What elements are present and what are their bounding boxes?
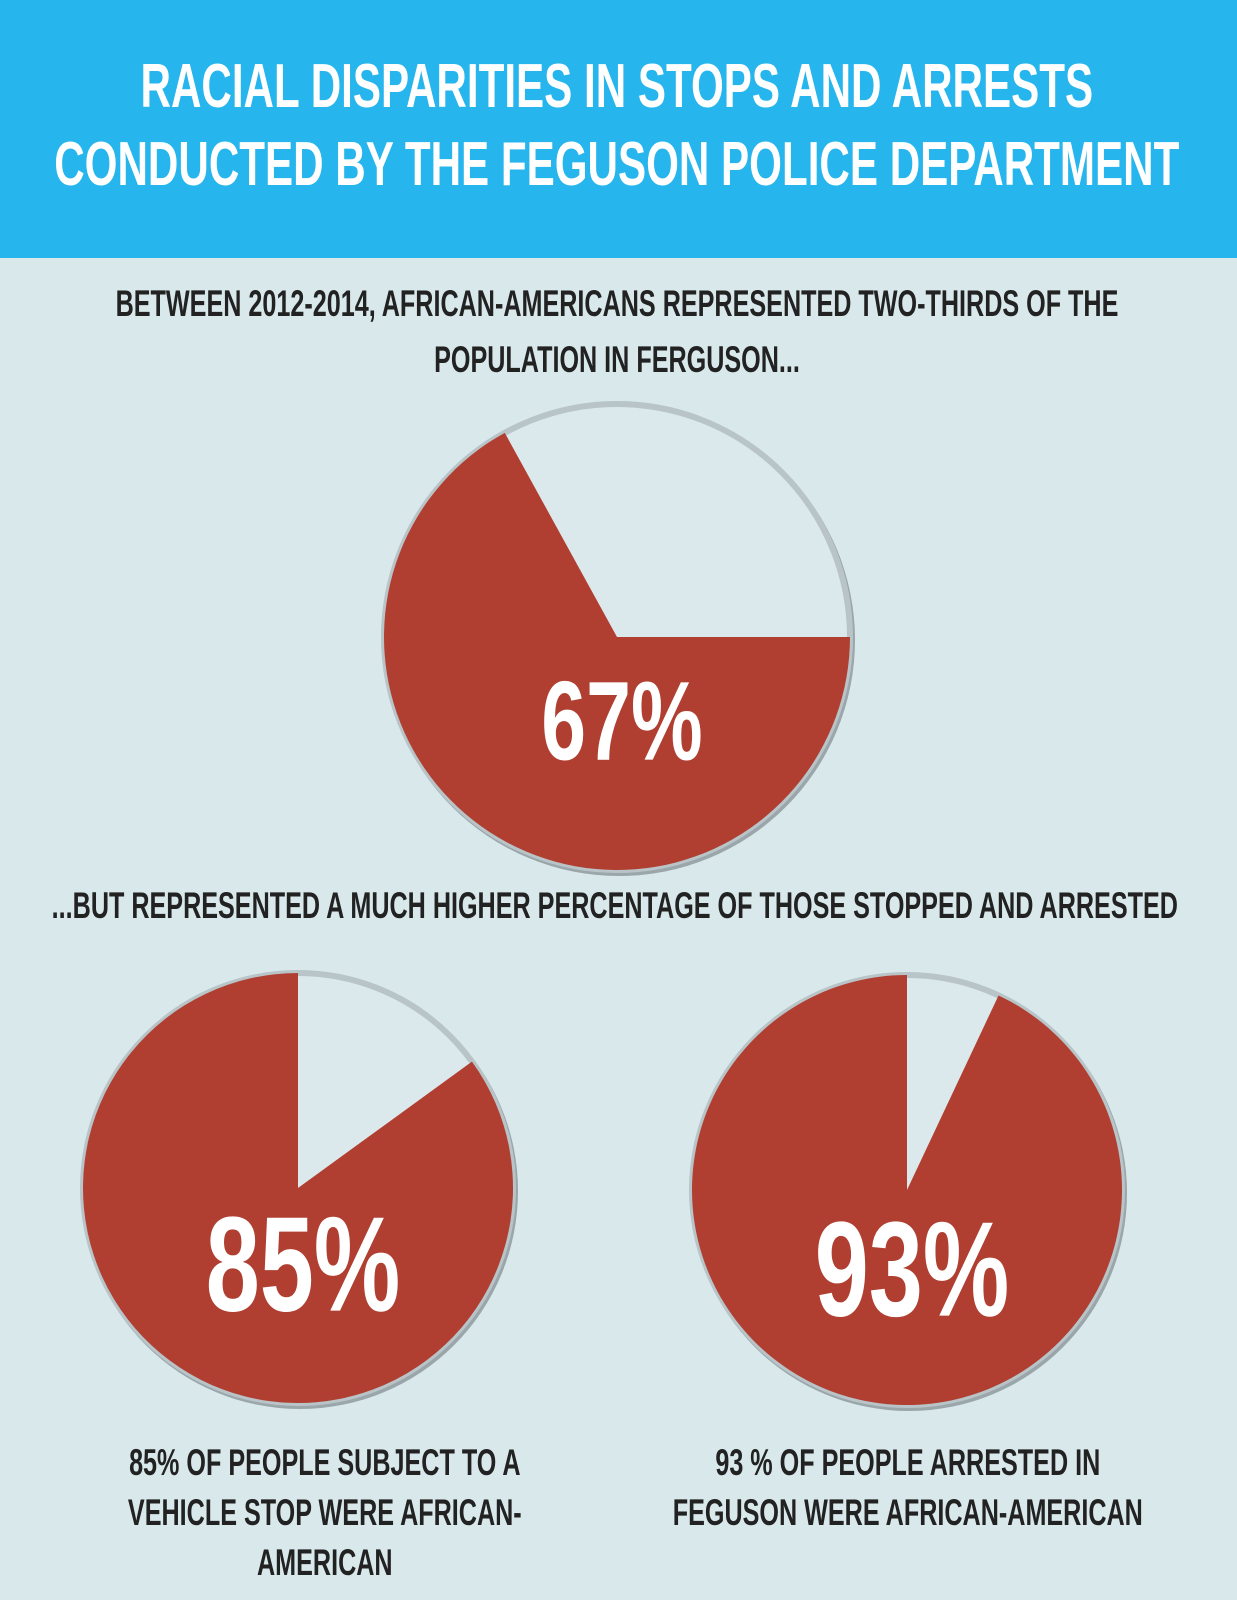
pie-slice [383, 432, 850, 871]
percent-label: 93% [815, 1194, 1010, 1344]
percent-label: 85% [206, 1189, 401, 1339]
caption: 93 % OF PEOPLE ARRESTED IN FEGUSON WERE … [672, 1442, 1143, 1533]
intro-text: BETWEEN 2012-2014, AFRICAN-AMERICANS REP… [115, 283, 1119, 380]
percent-label: 67% [541, 659, 702, 784]
caption: 85% OF PEOPLE SUBJECT TO A VEHICLE STOP … [127, 1442, 522, 1583]
pie-slice [82, 973, 513, 1404]
pie-slice [692, 975, 1122, 1405]
title: RACIAL DISPARITIES IN STOPS AND ARRESTS … [54, 52, 1180, 199]
header-band [0, 0, 1237, 258]
transition-text: ...BUT REPRESENTED A MUCH HIGHER PERCENT… [51, 885, 1178, 926]
